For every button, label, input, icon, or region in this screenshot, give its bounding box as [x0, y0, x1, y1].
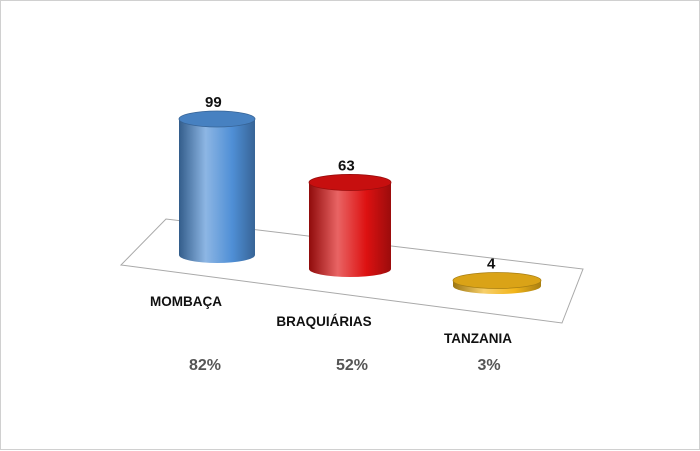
bar-mombaça [178, 110, 256, 263]
value-label: 63 [338, 157, 355, 174]
percentage-label: 3% [477, 357, 500, 374]
bar-top [178, 110, 256, 128]
category-label: TANZANIA [444, 331, 512, 346]
percentage-label: 52% [336, 357, 368, 374]
bar-top [452, 272, 542, 289]
bar-tanzania [452, 272, 542, 294]
category-label: MOMBAÇA [150, 294, 222, 309]
percentage-label: 82% [189, 357, 221, 374]
category-label: BRAQUIÁRIAS [276, 314, 371, 329]
bar-braquiárias [308, 174, 392, 277]
bar-top [308, 174, 392, 191]
bar-body [179, 119, 255, 263]
value-label: 99 [205, 94, 222, 111]
value-label: 4 [487, 256, 496, 273]
bar-body [309, 182, 391, 277]
